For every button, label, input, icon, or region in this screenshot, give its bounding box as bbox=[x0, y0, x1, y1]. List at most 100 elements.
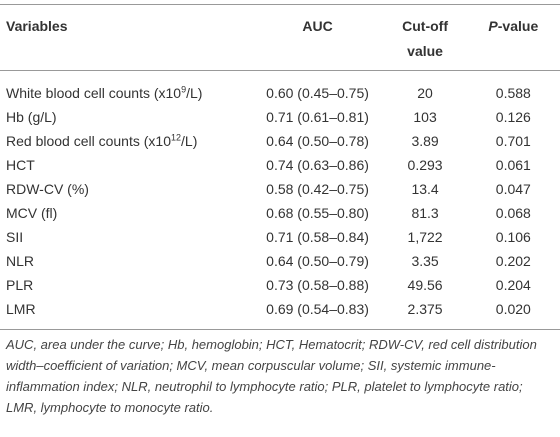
table-cell: LMR bbox=[0, 297, 252, 330]
table-cell-text: 0.020 bbox=[495, 301, 531, 317]
header-cell-text: Variables bbox=[6, 18, 68, 34]
table-cell-text: RDW-CV (%) bbox=[6, 181, 89, 197]
table-cell: 20 bbox=[383, 71, 466, 106]
table-cell-text: 0.047 bbox=[495, 181, 531, 197]
table-cell-text: 3.89 bbox=[411, 133, 439, 149]
header-row: Variables AUC Cut-off value P-value bbox=[0, 4, 560, 71]
table-cell-text: 103 bbox=[413, 109, 437, 125]
table-cell-text: 0.202 bbox=[495, 253, 531, 269]
table-cell-part: /L) bbox=[186, 85, 203, 101]
table-cell: RDW-CV (%) bbox=[0, 177, 252, 201]
table-cell: 13.4 bbox=[383, 177, 466, 201]
table-cell-text: LMR bbox=[6, 301, 36, 317]
footnote: AUC, area under the curve; Hb, hemoglobi… bbox=[6, 337, 537, 415]
table-cell: 103 bbox=[383, 105, 466, 129]
table-cell: 49.56 bbox=[383, 273, 466, 297]
table-cell-part: 9 bbox=[181, 84, 187, 95]
table-cell-text: 0.71 (0.61–0.81) bbox=[266, 109, 369, 125]
table-cell-text: 81.3 bbox=[411, 205, 439, 221]
table-cell: SII bbox=[0, 225, 252, 249]
table-cell-part: White blood cell counts (x10 bbox=[6, 85, 182, 101]
table-row: White blood cell counts (x109/L) 0.60 (0.… bbox=[0, 71, 560, 106]
table-cell-text: 0.58 (0.42–0.75) bbox=[266, 181, 369, 197]
table-cell: MCV (fl) bbox=[0, 201, 252, 225]
table-cell-text: 0.126 bbox=[495, 109, 531, 125]
table-cell: 3.89 bbox=[383, 129, 466, 153]
table-row: RDW-CV (%) 0.58 (0.42–0.75) 13.4 0.047 bbox=[0, 177, 560, 201]
table-cell: 0.58 (0.42–0.75) bbox=[252, 177, 384, 201]
table-cell: 0.64 (0.50–0.79) bbox=[252, 249, 384, 273]
table-cell-part: 12 bbox=[171, 132, 182, 143]
header-cell: Cut-off value bbox=[383, 5, 466, 71]
table-cell-text: PLR bbox=[6, 277, 34, 293]
table-cell: Hb (g/L) bbox=[0, 105, 252, 129]
header-cell: P-value bbox=[467, 5, 560, 71]
table-cell: 81.3 bbox=[383, 201, 466, 225]
header-cell-part: -value bbox=[497, 18, 539, 34]
table-cell-text: 0.60 (0.45–0.75) bbox=[266, 85, 369, 101]
table-row: PLR 0.73 (0.58–0.88) 49.56 0.204 bbox=[0, 273, 560, 297]
table-cell-text: 13.4 bbox=[411, 181, 439, 197]
table-cell-text: 0.061 bbox=[495, 157, 531, 173]
table-cell-text: 0.69 (0.54–0.83) bbox=[266, 301, 369, 317]
table-cell: 3.35 bbox=[383, 249, 466, 273]
header-cell-part: P bbox=[488, 18, 498, 34]
table-cell-text: 0.068 bbox=[495, 205, 531, 221]
table-row: HCT 0.74 (0.63–0.86) 0.293 0.061 bbox=[0, 153, 560, 177]
table-cell-text: 0.106 bbox=[495, 229, 531, 245]
table-cell: 0.69 (0.54–0.83) bbox=[252, 297, 384, 330]
header-cell: AUC bbox=[252, 5, 384, 71]
table-cell-text: 0.74 (0.63–0.86) bbox=[266, 157, 369, 173]
table-cell: 0.047 bbox=[467, 177, 560, 201]
table-cell: 2.375 bbox=[383, 297, 466, 330]
table-cell-text: 0.701 bbox=[495, 133, 531, 149]
table-cell-text: MCV (fl) bbox=[6, 205, 58, 221]
table-row: MCV (fl) 0.68 (0.55–0.80) 81.3 0.068 bbox=[0, 201, 560, 225]
table-cell: 0.202 bbox=[467, 249, 560, 273]
table-cell-text: 0.293 bbox=[407, 157, 443, 173]
table-cell: 0.73 (0.58–0.88) bbox=[252, 273, 384, 297]
table-cell: 0.204 bbox=[467, 273, 560, 297]
table-cell: 0.126 bbox=[467, 105, 560, 129]
table-cell-text: Hb (g/L) bbox=[6, 109, 57, 125]
table-row: SII 0.71 (0.58–0.84) 1,722 0.106 bbox=[0, 225, 560, 249]
header-cell-text: Cut-off value bbox=[402, 18, 448, 59]
table-row: Red blood cell counts (x1012/L) 0.64 (0.5… bbox=[0, 129, 560, 153]
table-cell-text: 20 bbox=[417, 85, 433, 101]
table-cell: 0.020 bbox=[467, 297, 560, 330]
table-cell-text: SII bbox=[6, 229, 24, 245]
table-cell: 0.64 (0.50–0.78) bbox=[252, 129, 384, 153]
table-cell-text: 0.64 (0.50–0.79) bbox=[266, 253, 369, 269]
table-cell: PLR bbox=[0, 273, 252, 297]
table-cell: 0.106 bbox=[467, 225, 560, 249]
table-cell-part: /L) bbox=[181, 133, 198, 149]
table-cell: NLR bbox=[0, 249, 252, 273]
table-cell: 1,722 bbox=[383, 225, 466, 249]
table-row: LMR 0.69 (0.54–0.83) 2.375 0.020 bbox=[0, 297, 560, 330]
table-cell: 0.71 (0.61–0.81) bbox=[252, 105, 384, 129]
header-cell-text: AUC bbox=[302, 18, 333, 34]
table-cell: 0.71 (0.58–0.84) bbox=[252, 225, 384, 249]
table-cell: 0.068 bbox=[467, 201, 560, 225]
table-cell-text: 0.588 bbox=[495, 85, 531, 101]
table-body: White blood cell counts (x109/L) 0.60 (0.… bbox=[0, 71, 560, 330]
results-table: Variables AUC Cut-off value P-value White b… bbox=[0, 4, 560, 330]
table-cell: Red blood cell counts (x1012/L) bbox=[0, 129, 252, 153]
table-cell-text: 3.35 bbox=[411, 253, 439, 269]
table-cell: White blood cell counts (x109/L) bbox=[0, 71, 252, 106]
table-cell-part: Red blood cell counts (x10 bbox=[6, 133, 171, 149]
table-cell-text: 0.73 (0.58–0.88) bbox=[266, 277, 369, 293]
table-cell: 0.061 bbox=[467, 153, 560, 177]
table-cell: 0.60 (0.45–0.75) bbox=[252, 71, 384, 106]
table-cell: 0.588 bbox=[467, 71, 560, 106]
table-cell-text: 0.204 bbox=[495, 277, 531, 293]
table-cell: 0.74 (0.63–0.86) bbox=[252, 153, 384, 177]
table-cell: 0.293 bbox=[383, 153, 466, 177]
table-cell: HCT bbox=[0, 153, 252, 177]
table-cell-text: 1,722 bbox=[407, 229, 443, 245]
table-cell-text: NLR bbox=[6, 253, 35, 269]
table-row: NLR 0.64 (0.50–0.79) 3.35 0.202 bbox=[0, 249, 560, 273]
table-cell-text: 0.71 (0.58–0.84) bbox=[266, 229, 369, 245]
table-cell-text: 2.375 bbox=[407, 301, 443, 317]
